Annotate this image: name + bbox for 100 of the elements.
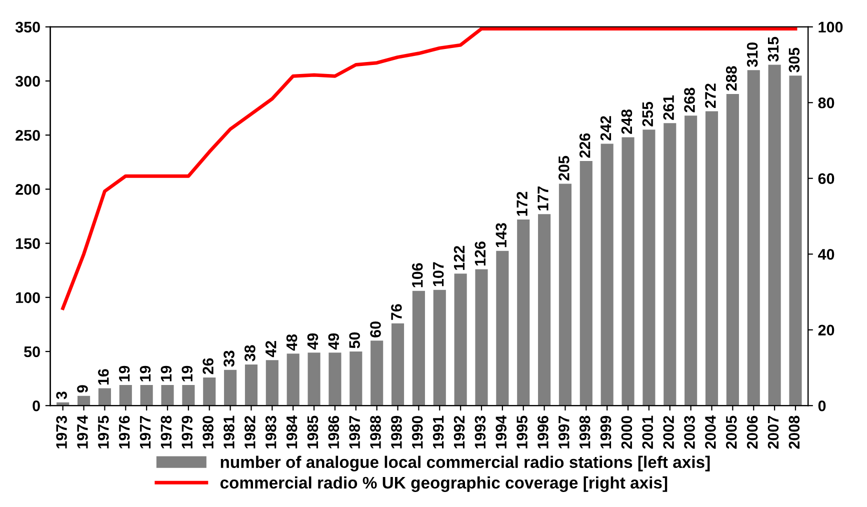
x-tick-label: 1995 <box>516 416 528 448</box>
y-tick-label: 150 <box>16 238 40 249</box>
y-tick-label: 50 <box>24 346 40 358</box>
data-label: 143 <box>496 223 507 248</box>
data-label: 122 <box>454 246 465 270</box>
bar <box>78 396 90 406</box>
data-label: 205 <box>558 156 570 180</box>
x-tick-label: 1985 <box>307 416 318 448</box>
bar <box>622 137 634 406</box>
data-label: 38 <box>244 345 256 362</box>
bar <box>454 274 467 406</box>
bar <box>642 130 656 406</box>
legend-label: commercial radio % UK geographic coverage [right axis] <box>220 476 668 492</box>
y-tick-label: 0 <box>32 400 40 412</box>
data-label: 177 <box>538 186 548 210</box>
x-tick-label: 1989 <box>391 416 402 448</box>
data-label: 261 <box>663 95 674 120</box>
bar <box>664 123 676 406</box>
x-tick-label: 2004 <box>705 415 716 449</box>
bar <box>161 385 174 406</box>
data-label: 126 <box>474 242 486 266</box>
x-tick-label: 1980 <box>202 416 214 448</box>
x-tick-label: 1991 <box>432 416 444 448</box>
bar <box>224 370 237 406</box>
y-tick-label: 350 <box>15 22 40 33</box>
bar <box>433 290 446 406</box>
data-label: 19 <box>118 366 130 382</box>
bar <box>496 250 509 406</box>
x-tick-label: 1976 <box>118 416 130 448</box>
x-tick-label: 1996 <box>538 416 548 448</box>
data-label: 26 <box>202 358 214 374</box>
bar <box>580 161 592 406</box>
x-tick-label: 1974 <box>77 415 88 448</box>
x-tick-label: 2007 <box>768 416 779 449</box>
bar <box>140 385 153 406</box>
y-tick-label: 300 <box>15 76 40 87</box>
bar <box>558 184 572 406</box>
x-tick-label: 1977 <box>140 416 151 448</box>
y-tick-label: 200 <box>16 184 40 195</box>
data-label: 19 <box>140 366 151 382</box>
data-label: 48 <box>286 334 298 351</box>
bar <box>600 144 614 406</box>
data-label: 49 <box>328 333 340 350</box>
y2-tick-label: 100 <box>818 22 843 33</box>
y2-tick-label: 20 <box>818 324 834 336</box>
data-label: 242 <box>600 116 612 140</box>
x-tick-label: 1983 <box>265 416 276 448</box>
data-label: 272 <box>705 84 716 108</box>
x-tick-label: 1981 <box>224 416 234 448</box>
bar <box>98 388 111 406</box>
bar <box>789 76 802 406</box>
data-label: 288 <box>726 66 737 91</box>
bar <box>391 323 404 406</box>
x-tick-label: 2003 <box>684 416 695 449</box>
x-tick-label: 2001 <box>642 416 654 449</box>
bar <box>370 340 384 406</box>
bar <box>684 116 698 406</box>
x-tick-label: 1986 <box>328 416 340 448</box>
x-tick-label: 1998 <box>579 416 590 448</box>
data-label: 310 <box>746 42 758 68</box>
x-tick-label: 2005 <box>726 416 737 449</box>
bar <box>286 354 300 406</box>
data-label: 33 <box>224 350 234 367</box>
data-label: 60 <box>370 322 381 338</box>
bar <box>705 111 718 406</box>
data-label: 305 <box>788 48 800 72</box>
y2-tick-label: 80 <box>818 97 834 108</box>
bar <box>412 290 425 406</box>
x-tick-label: 1994 <box>496 415 507 448</box>
bar <box>538 214 551 406</box>
x-tick-label: 1999 <box>600 416 612 448</box>
bar <box>203 377 216 406</box>
data-label: 16 <box>98 369 109 385</box>
y2-tick-label: 40 <box>818 248 834 260</box>
x-tick-label: 1992 <box>454 416 465 448</box>
y-tick-label: 250 <box>16 130 40 141</box>
data-label: 49 <box>307 333 318 350</box>
bar <box>726 94 739 406</box>
x-tick-label: 2008 <box>788 416 800 449</box>
x-tick-label: 1982 <box>244 416 256 448</box>
data-label: 106 <box>412 263 423 288</box>
data-label: 3 <box>56 392 67 400</box>
legend-label: number of analogue local commercial radio stations [left axis] <box>220 456 710 472</box>
x-tick-label: 1978 <box>160 416 172 448</box>
bar <box>328 352 342 406</box>
bar <box>266 360 278 406</box>
x-tick-label: 1997 <box>558 416 570 448</box>
data-label: 248 <box>621 109 632 134</box>
y2-tick-label: 60 <box>818 173 834 184</box>
data-label: 172 <box>516 192 528 216</box>
data-label: 42 <box>265 340 276 358</box>
x-tick-label: 1993 <box>474 416 486 448</box>
x-tick-label: 1979 <box>182 416 193 448</box>
data-label: 255 <box>642 102 654 126</box>
y2-tick-label: 0 <box>818 400 826 412</box>
x-tick-label: 1987 <box>349 416 360 448</box>
y-tick-label: 100 <box>16 292 40 304</box>
bar <box>350 351 362 406</box>
x-tick-label: 2006 <box>746 416 758 449</box>
data-label: 315 <box>768 36 779 62</box>
